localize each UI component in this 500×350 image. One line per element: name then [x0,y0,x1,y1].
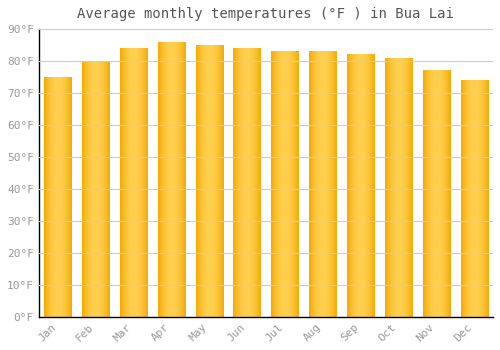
Title: Average monthly temperatures (°F ) in Bua Lai: Average monthly temperatures (°F ) in Bu… [78,7,454,21]
